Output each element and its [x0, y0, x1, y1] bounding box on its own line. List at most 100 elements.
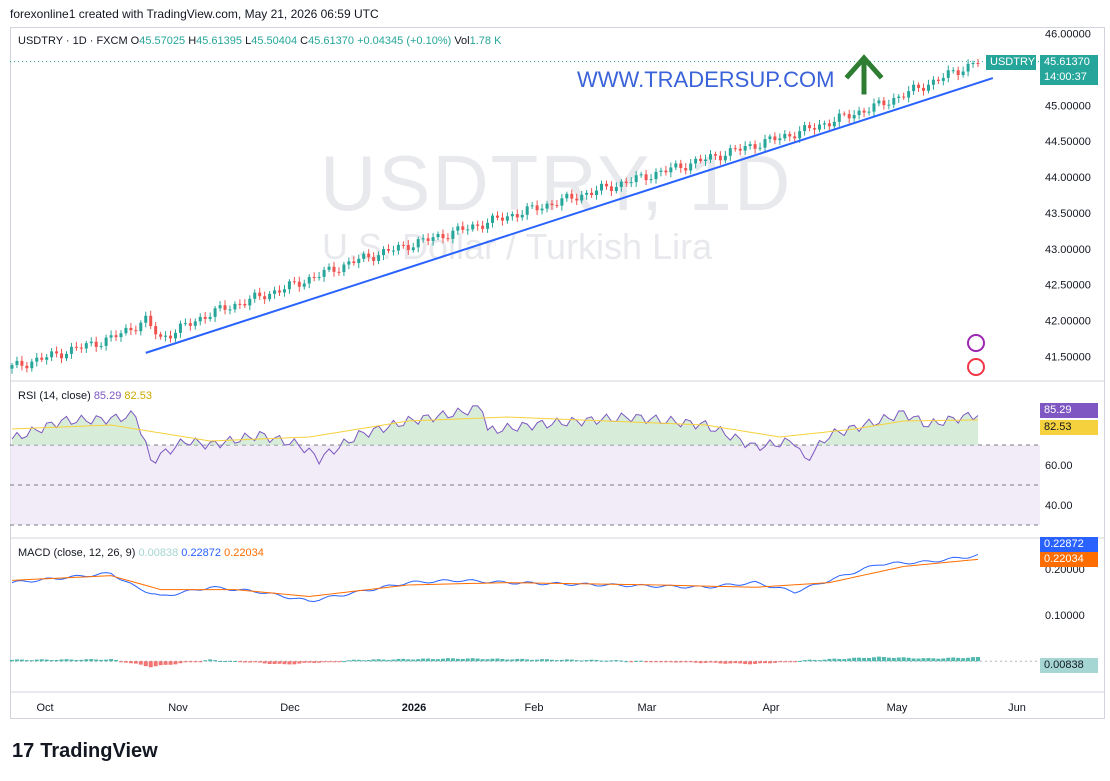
macd-histogram-bar	[549, 659, 554, 662]
candle	[832, 116, 836, 131]
macd-histogram-bar	[886, 657, 891, 662]
candle	[263, 291, 267, 305]
candle	[64, 351, 68, 361]
candle	[129, 322, 133, 336]
macd-histogram-bar	[361, 660, 366, 662]
macd-histogram-bar	[629, 661, 634, 663]
macd-histogram-bar	[644, 661, 649, 663]
rsi-ma-value: 82.53	[124, 390, 152, 402]
macd-histogram-bar	[663, 661, 668, 663]
candle-body	[30, 361, 34, 369]
candle	[139, 320, 143, 336]
candle	[495, 211, 499, 221]
candle-body	[738, 148, 742, 151]
candle	[837, 109, 841, 127]
macd-histogram-bar	[208, 659, 213, 662]
candle-body	[55, 351, 59, 354]
candle-body	[500, 217, 504, 221]
candle	[917, 82, 921, 92]
macd-histogram-bar	[406, 659, 411, 662]
candle-body	[134, 330, 138, 332]
rsi-overbought-fill	[12, 405, 978, 445]
candle-body	[159, 334, 163, 337]
candle-body	[411, 247, 415, 251]
candle-body	[535, 205, 539, 211]
candle	[708, 150, 712, 164]
macd-histogram-bar	[431, 659, 436, 662]
macd-histogram-bar	[396, 658, 401, 662]
candle-body	[391, 250, 395, 252]
candle	[555, 200, 559, 209]
candle	[590, 188, 594, 198]
candle	[317, 272, 321, 281]
macd-histogram-bar	[495, 658, 500, 662]
rsi-label[interactable]: RSI (14, close)	[18, 390, 91, 402]
candle	[758, 142, 762, 152]
legend-open-label: O	[130, 35, 140, 47]
candle-body	[124, 327, 128, 334]
macd-histogram-bar	[188, 661, 193, 663]
lightning-icon[interactable]	[967, 334, 985, 352]
candle	[684, 163, 688, 175]
macd-histogram-bar	[104, 659, 109, 662]
candle	[104, 334, 108, 351]
candle-body	[223, 305, 227, 310]
macd-histogram-bar	[649, 661, 654, 663]
macd-histogram-bar	[753, 661, 758, 664]
candle	[922, 83, 926, 96]
candle-body	[25, 365, 29, 369]
time-axis-label: Jun	[1008, 702, 1026, 714]
macd-histogram-bar	[510, 659, 515, 662]
candle-body	[941, 77, 945, 81]
macd-histogram-bar	[257, 661, 262, 663]
legend-volume: 1.78 K	[469, 35, 502, 47]
candle-body	[971, 63, 975, 65]
flag-icon[interactable]	[967, 358, 985, 376]
time-axis-label: May	[887, 702, 908, 714]
rsi-axis-label: 60.00	[1045, 460, 1073, 472]
macd-histogram-bar	[698, 661, 703, 664]
candle-body	[763, 139, 767, 148]
macd-label[interactable]: MACD (close, 12, 26, 9)	[18, 547, 136, 559]
macd-histogram-bar	[470, 658, 475, 662]
candle	[976, 58, 980, 67]
candle	[748, 141, 752, 150]
candle-body	[491, 215, 495, 223]
macd-histogram-bar	[332, 661, 336, 663]
macd-histogram-bar	[193, 661, 198, 663]
candle-body	[263, 296, 267, 300]
candle-body	[674, 163, 678, 168]
candle	[505, 212, 509, 224]
candle	[416, 236, 420, 253]
candle-body	[451, 230, 455, 239]
macd-histogram-bar	[307, 661, 312, 663]
candle	[481, 220, 485, 233]
price-axis-label: 41.50000	[1045, 351, 1091, 363]
legend-high: 45.61395	[196, 35, 243, 47]
candle	[491, 213, 495, 228]
candle	[213, 305, 217, 322]
legend-symbol[interactable]: USDTRY · 1D · FXCM	[18, 35, 128, 47]
macd-histogram-bar	[74, 659, 79, 662]
candle	[803, 121, 807, 136]
macd-histogram-bar	[39, 659, 44, 662]
candle	[580, 190, 584, 204]
candle-body	[292, 281, 296, 283]
macd-histogram-bar	[579, 660, 584, 662]
candle-body	[689, 163, 693, 171]
macd-histogram-bar	[688, 661, 693, 663]
time-axis-label: Mar	[638, 702, 657, 714]
macd-histogram-bar	[792, 661, 797, 663]
candle-body	[367, 253, 371, 258]
macd-histogram-bar	[381, 659, 386, 662]
candle-body	[773, 136, 777, 141]
candle-body	[847, 114, 851, 119]
candle-body	[436, 233, 440, 238]
candle-body	[386, 249, 390, 251]
candle	[228, 305, 232, 315]
candle	[258, 287, 262, 300]
candle-body	[926, 84, 930, 91]
candle-body	[183, 323, 187, 325]
candle	[431, 233, 435, 246]
